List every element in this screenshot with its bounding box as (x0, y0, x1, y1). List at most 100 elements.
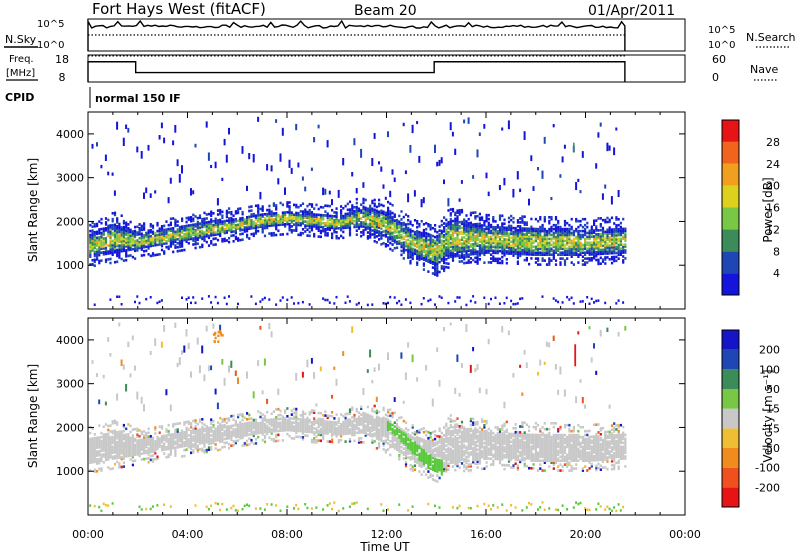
power-cell (263, 296, 266, 300)
power-cell (143, 238, 146, 241)
velocity-cell (337, 431, 340, 434)
velocity-cell (190, 371, 192, 378)
velocity-cell (109, 448, 112, 451)
velocity-cell (107, 438, 110, 442)
power-cell (597, 242, 600, 246)
power-cell (519, 254, 522, 258)
velocity-cell (297, 507, 300, 511)
power-cell (530, 253, 533, 256)
power-cell (451, 243, 455, 246)
power-cell (234, 225, 237, 229)
velocity-cell (89, 437, 92, 441)
power-cell (373, 208, 376, 212)
power-cell (498, 236, 502, 239)
power-cell (116, 121, 119, 130)
power-cell (422, 297, 425, 300)
power-cell (460, 246, 464, 249)
velocity-cell (216, 429, 220, 432)
power-cell (606, 242, 609, 245)
power-cell (113, 223, 117, 227)
power-cell (266, 220, 269, 224)
power-cell (234, 210, 237, 213)
power-cell (111, 239, 114, 243)
power-cell (501, 246, 504, 249)
power-cell (279, 201, 282, 205)
power-cell (525, 253, 528, 256)
velocity-cell (205, 431, 208, 434)
power-cell (275, 221, 278, 225)
power-cell (563, 245, 567, 249)
power-cell (364, 210, 367, 214)
power-cell (134, 245, 137, 249)
power-cell (286, 211, 289, 214)
power-cell (147, 247, 150, 250)
velocity-cell (91, 451, 94, 454)
power-cell (346, 226, 349, 229)
power-cell (411, 243, 414, 247)
power-cell (134, 241, 137, 245)
power-cell (254, 232, 258, 235)
power-cell (548, 219, 551, 223)
power-cell (366, 223, 369, 226)
power-cell (454, 237, 457, 240)
power-cell (353, 206, 356, 209)
velocity-cell (149, 458, 152, 462)
power-cell (89, 245, 92, 249)
velocity-cell (259, 429, 262, 433)
power-cell (532, 235, 535, 239)
power-cell (431, 226, 434, 230)
power-cell (570, 261, 573, 264)
velocity-cell (174, 436, 177, 440)
velocity-cell (243, 424, 246, 427)
velocity-cell (98, 467, 101, 471)
power-cell (615, 235, 618, 239)
power-cell (615, 230, 618, 233)
power-cell (575, 243, 578, 247)
power-cell (172, 227, 175, 230)
power-cell (476, 244, 479, 247)
power-cell (557, 219, 560, 223)
velocity-cell (219, 434, 222, 438)
power-cell (593, 243, 596, 246)
frequency-panel-frame (87, 54, 686, 83)
power-cell (225, 239, 228, 242)
power-cell (237, 223, 240, 227)
power-cell (167, 245, 170, 249)
velocity-cell (98, 444, 101, 447)
velocity-cell (131, 451, 134, 455)
power-cell (519, 250, 522, 254)
velocity-cell (203, 429, 206, 433)
power-cell (550, 239, 553, 243)
power-cell (521, 248, 524, 252)
power-cell (617, 243, 620, 247)
power-cell (606, 228, 609, 232)
power-cell (416, 253, 419, 257)
power-cell (382, 204, 385, 208)
velocity-cell (310, 421, 314, 424)
power-cell (120, 236, 123, 239)
power-cell (451, 251, 455, 254)
power-cell (118, 252, 121, 255)
power-cell (225, 219, 228, 223)
velocity-cell (308, 424, 311, 428)
velocity-cell (109, 451, 112, 455)
power-cell (476, 224, 479, 228)
power-cell (487, 251, 490, 254)
power-cell (610, 242, 614, 245)
velocity-cell (104, 433, 108, 436)
power-cell (570, 231, 573, 235)
power-cell (313, 215, 316, 218)
velocity-cell (116, 442, 119, 446)
power-cell (315, 225, 318, 228)
frequency-line (87, 61, 626, 82)
power-cell (378, 202, 381, 206)
power-cell (510, 299, 513, 303)
colorbar-segment (722, 273, 739, 295)
power-cell (436, 256, 439, 260)
power-cell (181, 235, 184, 238)
velocity-cell (207, 442, 211, 446)
power-cell (398, 236, 401, 239)
power-cell (194, 238, 197, 242)
power-cell (593, 256, 596, 260)
power-cell (456, 219, 459, 222)
